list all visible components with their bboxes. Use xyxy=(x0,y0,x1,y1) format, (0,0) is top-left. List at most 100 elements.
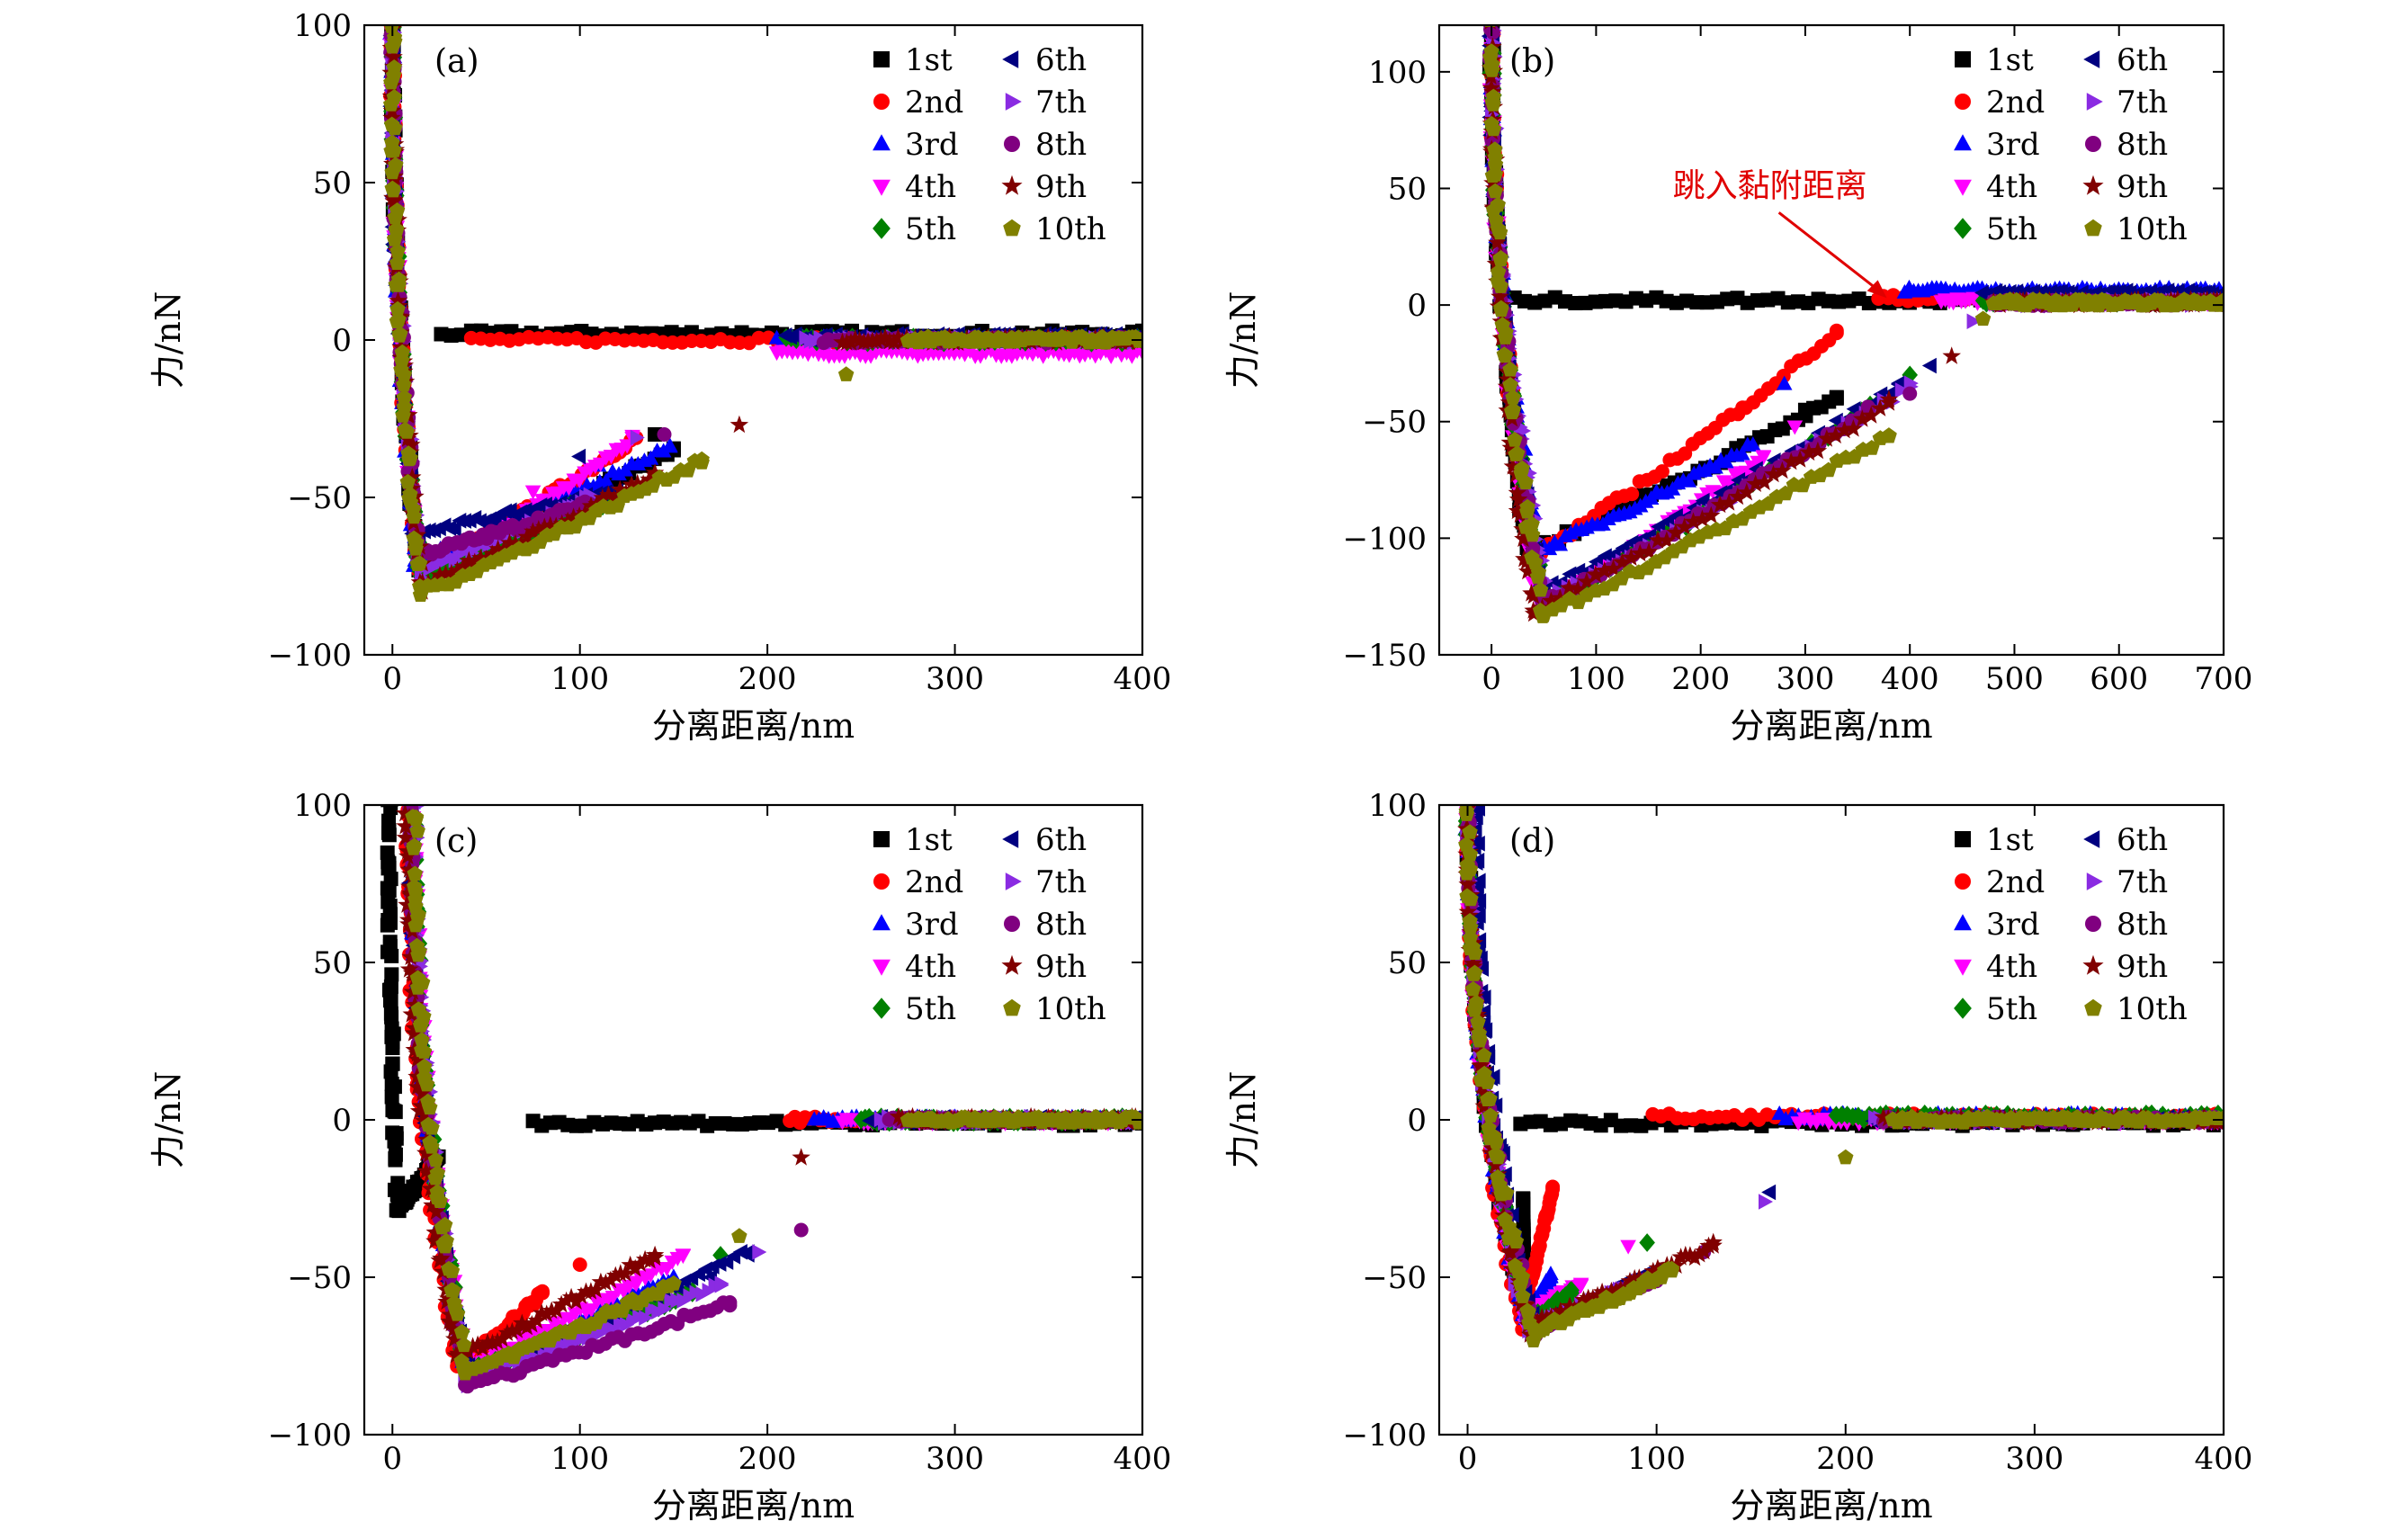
data-point xyxy=(837,366,855,381)
data-point xyxy=(388,157,404,173)
x-tick-label: 400 xyxy=(1881,661,1939,697)
data-point xyxy=(875,327,895,346)
data-point xyxy=(406,508,422,524)
x-axis-label: 分离距离/nm xyxy=(1730,706,1932,746)
x-tick-label: 100 xyxy=(1567,661,1625,697)
data-point xyxy=(1492,278,1509,293)
data-point xyxy=(572,1257,587,1272)
data-point xyxy=(390,311,407,327)
x-tick-label: 0 xyxy=(1482,661,1501,697)
data-point xyxy=(1577,572,1597,590)
series-10th xyxy=(383,25,1142,602)
data-point xyxy=(1532,581,1549,597)
legend-item: 4th xyxy=(1954,169,2037,205)
series-1st xyxy=(380,805,1142,1219)
data-point xyxy=(1776,369,1791,383)
x-tick-label: 600 xyxy=(2090,661,2148,697)
data-point xyxy=(841,333,861,351)
data-point xyxy=(393,362,409,377)
data-point xyxy=(1817,429,1836,447)
data-point xyxy=(1551,588,1570,606)
plot-area xyxy=(1481,2,2224,623)
data-point xyxy=(1966,313,1982,330)
data-point xyxy=(385,6,399,21)
data-point xyxy=(1524,586,1544,604)
data-point xyxy=(383,0,399,16)
legend-label: 8th xyxy=(2117,127,2168,163)
legend-item: 10th xyxy=(1003,211,1106,247)
legend-item: 9th xyxy=(2082,169,2168,205)
data-point xyxy=(386,2,402,16)
data-point xyxy=(383,8,398,24)
y-axis-label: 力/nN xyxy=(1223,291,1263,389)
data-point xyxy=(408,534,425,550)
legend-item: 2nd xyxy=(873,85,963,121)
legend-item: 6th xyxy=(2083,42,2168,78)
data-point xyxy=(1484,2,1499,16)
legend-label: 1st xyxy=(1986,42,2034,78)
data-point xyxy=(387,1079,402,1095)
plot-area xyxy=(381,0,1142,602)
data-point xyxy=(535,1285,550,1301)
legend-item: 3rd xyxy=(1954,127,2040,163)
x-tick-label: 200 xyxy=(739,661,797,697)
legend-label: 4th xyxy=(1986,169,2037,205)
data-point xyxy=(1529,568,1546,584)
data-point xyxy=(1648,531,1668,549)
data-point xyxy=(640,470,658,488)
data-point xyxy=(1514,529,1533,548)
data-point xyxy=(1494,317,1510,332)
data-point xyxy=(611,466,627,481)
data-point xyxy=(1488,233,1507,251)
data-point xyxy=(1657,531,1677,549)
series-10th xyxy=(1482,25,2224,623)
data-point xyxy=(1483,9,1499,23)
data-point xyxy=(389,291,407,309)
data-point xyxy=(1490,196,1506,212)
data-point xyxy=(1542,591,1561,610)
data-point xyxy=(397,421,414,437)
data-point xyxy=(714,1275,730,1292)
x-tick-label: 0 xyxy=(382,661,402,697)
data-point xyxy=(383,1064,398,1079)
data-point xyxy=(1485,96,1501,112)
data-point xyxy=(1486,10,1502,24)
data-point xyxy=(593,488,613,506)
data-point xyxy=(394,353,410,368)
data-point xyxy=(1484,62,1500,77)
legend-item: 9th xyxy=(1001,169,1087,205)
data-point xyxy=(1482,2,1497,16)
data-point xyxy=(1870,398,1890,416)
data-point xyxy=(675,1249,692,1265)
data-point xyxy=(442,563,461,582)
data-point xyxy=(383,0,398,7)
data-point xyxy=(380,825,396,840)
data-point xyxy=(1799,443,1819,461)
data-point xyxy=(389,300,406,317)
data-point xyxy=(396,376,412,392)
data-point xyxy=(1728,487,1748,506)
data-point xyxy=(1894,382,1910,398)
legend-marker xyxy=(1954,218,1972,239)
data-point xyxy=(1508,446,1524,461)
legend-item: 8th xyxy=(1004,127,1087,163)
data-point xyxy=(2216,291,2224,308)
x-tick-label: 100 xyxy=(551,661,609,697)
data-point xyxy=(622,475,641,493)
legend-marker xyxy=(1005,93,1022,111)
data-point xyxy=(384,4,398,19)
legend-label: 10th xyxy=(1035,211,1106,247)
legend-marker xyxy=(2082,174,2104,195)
panel-a: 0 100 200 300 400−100−50050100分离距离/nm力/nN(a)… xyxy=(148,0,1171,746)
data-point xyxy=(1902,365,1918,385)
data-point xyxy=(1755,472,1774,491)
data-point xyxy=(1559,578,1579,596)
legend-label: 7th xyxy=(1035,85,1087,121)
data-point xyxy=(436,564,455,582)
y-tick-label: −100 xyxy=(1343,521,1427,557)
data-point xyxy=(405,781,419,795)
legend-marker xyxy=(1954,134,1972,151)
data-point xyxy=(1790,450,1810,468)
data-point xyxy=(386,59,402,75)
